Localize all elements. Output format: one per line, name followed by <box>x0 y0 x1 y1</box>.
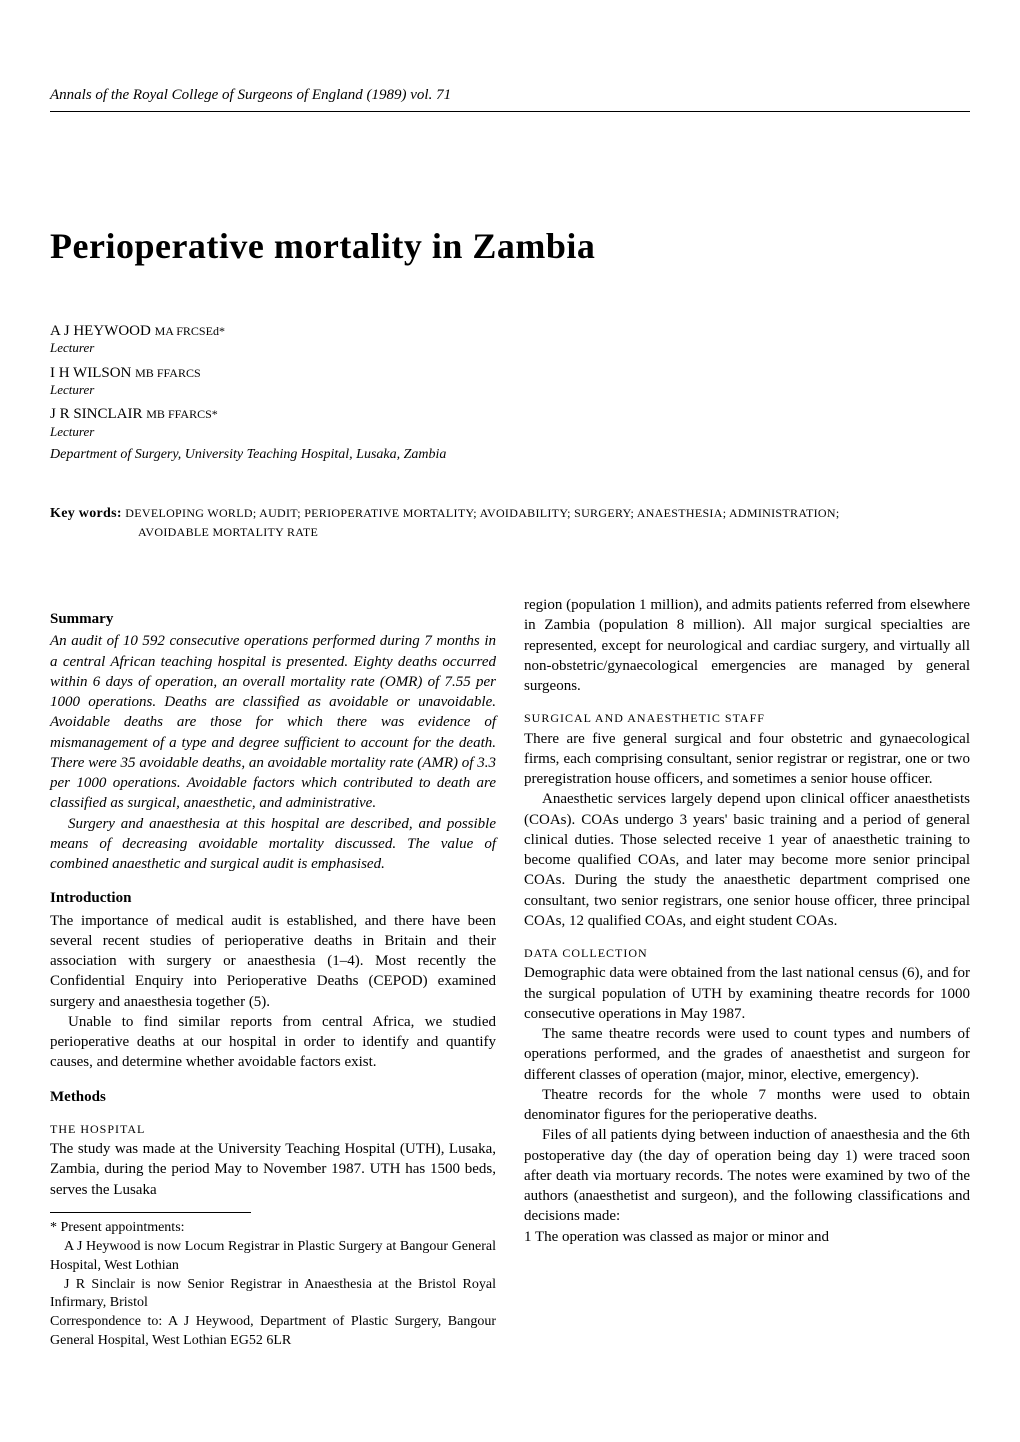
data-p5: 1 The operation was classed as major or … <box>524 1227 970 1247</box>
keywords-line2: AVOIDABLE MORTALITY RATE <box>138 524 970 540</box>
data-p2: The same theatre records were used to co… <box>524 1024 970 1085</box>
summary-heading: Summary <box>50 609 496 629</box>
author-3-quals: MB FFARCS* <box>146 407 217 421</box>
author-2-role: Lecturer <box>50 381 970 399</box>
keywords-line1: DEVELOPING WORLD; AUDIT; PERIOPERATIVE M… <box>125 506 839 520</box>
footnote-present: * Present appointments: <box>50 1219 496 1238</box>
staff-p1: There are five general surgical and four… <box>524 729 970 790</box>
footnotes-block: * Present appointments: A J Heywood is n… <box>50 1212 496 1351</box>
intro-p1: The importance of medical audit is estab… <box>50 911 496 1012</box>
intro-p2: Unable to find similar reports from cent… <box>50 1012 496 1073</box>
author-1-role: Lecturer <box>50 339 970 357</box>
footnote-rule <box>50 1212 251 1213</box>
staff-subheading: SURGICAL AND ANAESTHETIC STAFF <box>524 710 970 726</box>
keywords-block: Key words: DEVELOPING WORLD; AUDIT; PERI… <box>50 505 970 540</box>
journal-name: Annals of the Royal College of Surgeons … <box>50 87 363 103</box>
summary-p1: An audit of 10 592 consecutive operation… <box>50 631 496 813</box>
staff-p2: Anaesthetic services largely depend upon… <box>524 789 970 931</box>
author-2-name: I H WILSON <box>50 365 131 381</box>
footnote-correspondence: Correspondence to: A J Heywood, Departme… <box>50 1313 496 1351</box>
affiliation: Department of Surgery, University Teachi… <box>50 446 970 465</box>
footnote-1: A J Heywood is now Locum Registrar in Pl… <box>50 1238 496 1276</box>
author-2: I H WILSON MB FFARCS <box>50 363 970 383</box>
author-2-quals: MB FFARCS <box>135 366 200 380</box>
methods-heading: Methods <box>50 1087 496 1107</box>
hospital-p1a: The study was made at the University Tea… <box>50 1139 496 1200</box>
hospital-subheading: THE HOSPITAL <box>50 1121 496 1137</box>
data-p1: Demographic data were obtained from the … <box>524 963 970 1024</box>
author-1-quals: MA FRCSEd* <box>155 324 225 338</box>
data-p4: Files of all patients dying between indu… <box>524 1125 970 1226</box>
author-3-role: Lecturer <box>50 423 970 441</box>
author-1: A J HEYWOOD MA FRCSEd* <box>50 321 970 341</box>
data-subheading: DATA COLLECTION <box>524 945 970 961</box>
author-3-name: J R SINCLAIR <box>50 406 143 422</box>
summary-p2: Surgery and anaesthesia at this hospital… <box>50 814 496 875</box>
intro-heading: Introduction <box>50 888 496 908</box>
data-p3: Theatre records for the whole 7 months w… <box>524 1085 970 1126</box>
article-title: Perioperative mortality in Zambia <box>50 222 970 271</box>
authors-block: A J HEYWOOD MA FRCSEd* Lecturer I H WILS… <box>50 321 970 465</box>
keywords-label: Key words: <box>50 506 122 521</box>
journal-header: Annals of the Royal College of Surgeons … <box>50 85 970 112</box>
author-3: J R SINCLAIR MB FFARCS* <box>50 404 970 424</box>
author-1-name: A J HEYWOOD <box>50 323 151 339</box>
body-columns: Summary An audit of 10 592 consecutive o… <box>50 595 970 1351</box>
journal-yearvol: (1989) vol. 71 <box>367 87 452 103</box>
footnote-2: J R Sinclair is now Senior Registrar in … <box>50 1276 496 1314</box>
hospital-p1b: region (population 1 million), and admit… <box>524 595 970 696</box>
